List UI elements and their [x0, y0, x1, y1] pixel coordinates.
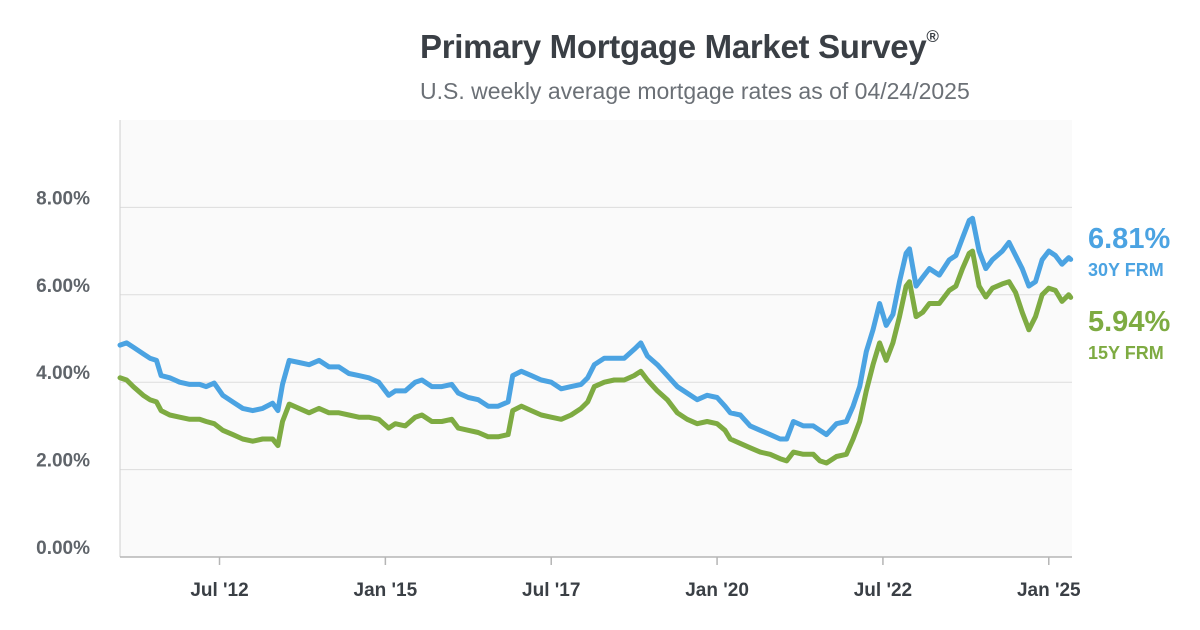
series-end-value: 5.94% — [1088, 306, 1170, 338]
plot-background — [120, 120, 1072, 557]
series-name-label: 30Y FRM — [1088, 260, 1164, 280]
y-tick-label: 0.00% — [36, 538, 90, 559]
x-tick-label: Jul '22 — [854, 580, 912, 601]
label-layer: 6.81% 30Y FRM 5.94% 15Y FRM — [1088, 223, 1170, 363]
chart-title-text: Primary Mortgage Market Survey — [420, 28, 927, 65]
series-line-30y-frm — [117, 215, 1074, 442]
chart-title: Primary Mortgage Market Survey® — [420, 27, 939, 66]
x-tick-label: Jan '15 — [354, 580, 418, 601]
x-tick-label: Jul '17 — [522, 580, 580, 601]
y-tick-label: 4.00% — [36, 363, 90, 384]
series-layer — [117, 215, 1074, 466]
y-tick-label: 8.00% — [36, 188, 90, 209]
y-tick-label: 2.00% — [36, 451, 90, 472]
series-line-15y-frm — [117, 248, 1074, 466]
x-tick-label: Jul '12 — [190, 580, 248, 601]
x-tick-label: Jan '20 — [685, 580, 749, 601]
registered-mark: ® — [926, 27, 939, 46]
axis-layer: 0.00% 2.00% 4.00% 6.00% 8.00% Jul '12 Jan '15 J… — [36, 120, 1081, 601]
grid-layer — [120, 206, 1072, 471]
y-tick-label: 6.00% — [36, 276, 90, 297]
chart-subtitle: U.S. weekly average mortgage rates as of… — [420, 78, 970, 104]
series-name-label: 15Y FRM — [1088, 343, 1164, 363]
x-tick-label: Jan '25 — [1017, 580, 1081, 601]
series-end-value: 6.81% — [1088, 223, 1170, 255]
